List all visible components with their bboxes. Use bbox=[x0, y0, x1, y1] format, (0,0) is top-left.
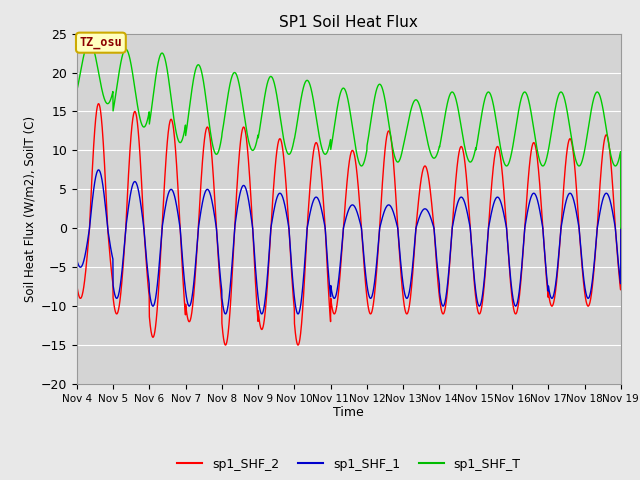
Text: TZ_osu: TZ_osu bbox=[79, 36, 122, 49]
Y-axis label: Soil Heat Flux (W/m2), SoilT (C): Soil Heat Flux (W/m2), SoilT (C) bbox=[24, 116, 36, 302]
Title: SP1 Soil Heat Flux: SP1 Soil Heat Flux bbox=[280, 15, 418, 30]
X-axis label: Time: Time bbox=[333, 407, 364, 420]
Legend: sp1_SHF_2, sp1_SHF_1, sp1_SHF_T: sp1_SHF_2, sp1_SHF_1, sp1_SHF_T bbox=[172, 453, 525, 476]
